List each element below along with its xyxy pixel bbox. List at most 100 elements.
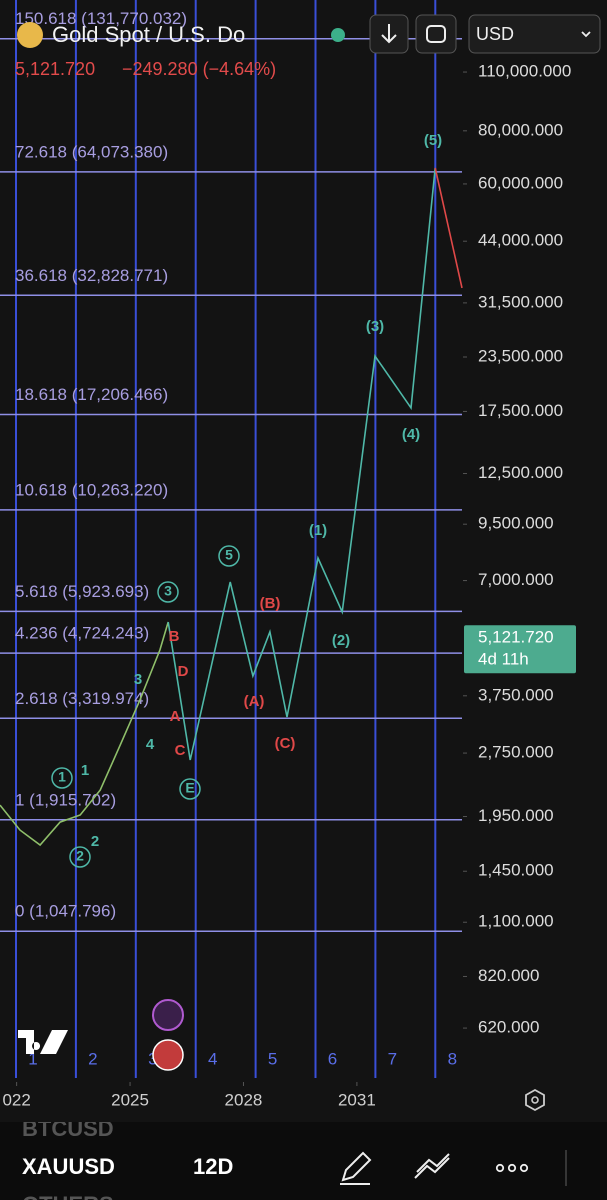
layout-button[interactable] [415, 14, 457, 54]
wave-circle [179, 778, 201, 800]
interval[interactable]: 12D [193, 1154, 233, 1179]
chevron [581, 31, 591, 38]
price-line [434, 167, 463, 289]
more-dot[interactable] [519, 1163, 529, 1173]
more-dot[interactable] [507, 1163, 517, 1173]
cycle-label: 5 [268, 1049, 277, 1068]
y-tick-label: 17,500.000 [478, 401, 563, 420]
cycle-label: 8 [448, 1049, 457, 1068]
cycle-label: 7 [388, 1049, 397, 1068]
tv-logo [18, 1030, 68, 1054]
wave-label: 3 [164, 583, 172, 599]
wave-label: 4 [146, 736, 155, 753]
status-dot [331, 28, 345, 42]
download-icon [381, 24, 397, 44]
wave-label: A [170, 708, 181, 725]
y-tick-label: 7,000.000 [478, 570, 554, 589]
cycle-label: 4 [208, 1049, 217, 1068]
last-price: 5,121.720 [15, 59, 95, 79]
fib-label: 2.618 (3,319.974) [15, 689, 149, 708]
cycle-label: 1 [28, 1049, 37, 1068]
wave-label: 1 [81, 762, 89, 779]
y-tick-label: 12,500.000 [478, 463, 563, 482]
toolbar [0, 1122, 607, 1200]
y-tick-label: 1,450.000 [478, 861, 554, 880]
cycle-label: 6 [328, 1049, 337, 1068]
alert-icon[interactable] [152, 999, 184, 1031]
price-tag [464, 625, 576, 674]
wave-circle [218, 545, 240, 567]
currency-button[interactable] [468, 14, 601, 54]
y-tick-label: 44,000.000 [478, 231, 563, 250]
settings-icon[interactable] [525, 1088, 545, 1112]
plot-area: 150.618 (131,770.032) 72.618 (64,073.380)… [0, 0, 463, 1078]
y-tick-label: 9,500.000 [478, 514, 554, 533]
x-tick-label: 2028 [225, 1090, 263, 1109]
currency: USD [476, 24, 514, 44]
wave-label: (C) [275, 735, 296, 752]
wave-label: 1 [58, 769, 66, 785]
fib-label: 36.618 (32,828.771) [15, 266, 168, 285]
y-tick-label: 80,000.000 [478, 120, 563, 139]
wave-label: 5 [225, 547, 233, 563]
draw-icon[interactable] [340, 1151, 372, 1185]
wave-label: (2) [332, 632, 350, 649]
wave-label: (B) [260, 595, 281, 612]
toolbar-content: BTCUSD XAUUSD OTHERS 12D [22, 1116, 567, 1200]
wave-label: D [178, 663, 189, 680]
x-tick-label: 2025 [111, 1090, 149, 1109]
countdown: 4d 11h [478, 650, 529, 669]
fib-label: 150.618 (131,770.032) [15, 9, 187, 28]
y-tick-label: 1,100.000 [478, 912, 554, 931]
more-dot[interactable] [495, 1163, 505, 1173]
wave-label: E [185, 780, 194, 796]
y-tick-label: 2,750.000 [478, 743, 554, 762]
fib-label: 18.618 (17,206.466) [15, 385, 168, 404]
y-tick-label: 31,500.000 [478, 292, 563, 311]
x-tick-label: 2031 [338, 1090, 376, 1109]
wave-label: (4) [402, 426, 420, 443]
fib-label: 10.618 (10,263.220) [15, 480, 168, 499]
price-change: −249.280 (−4.64%) [122, 59, 276, 79]
symbol-tab[interactable]: OTHERS [22, 1192, 114, 1200]
fib-label: 1 (1,915.702) [15, 790, 116, 809]
flag-icon[interactable] [152, 1039, 184, 1071]
y-tick-label: 1,950.000 [478, 806, 554, 825]
wave-circle [157, 581, 179, 603]
fib-label: 5.618 (5,923.693) [15, 582, 149, 601]
cycle-label: 2 [88, 1049, 97, 1068]
y-tick-label: 620.000 [478, 1018, 539, 1037]
price-line [0, 621, 169, 847]
wave-label: 2 [76, 848, 84, 864]
price-tag-label: 5,121.720 [478, 628, 554, 647]
wave-label: (A) [244, 693, 265, 710]
y-tick-label: 23,500.000 [478, 346, 563, 365]
y-tick-label: 820.000 [478, 966, 539, 985]
fib-label: 4.236 (4,724.243) [15, 624, 149, 643]
symbol-icon [17, 22, 43, 48]
wave-label: (1) [309, 522, 327, 539]
fib-label: 0 (1,047.796) [15, 902, 116, 921]
wave-label: (5) [424, 132, 442, 149]
indicator-icon[interactable] [414, 1153, 450, 1179]
wave-label: (3) [366, 318, 384, 335]
symbol-tab[interactable]: BTCUSD [22, 1116, 114, 1141]
symbol-tab[interactable]: XAUUSD [22, 1154, 115, 1179]
symbol-name[interactable]: Gold Spot / U.S. Do [52, 22, 245, 47]
wave-circle [69, 846, 91, 868]
wave-circle [51, 767, 73, 789]
wave-label: C [175, 742, 186, 759]
wave-label: B [169, 628, 180, 645]
wave-label: 2 [91, 833, 99, 850]
y-tick-label: 110,000.000 [478, 62, 571, 81]
price-line [167, 167, 436, 761]
x-tick-label: 022 [2, 1090, 30, 1109]
y-tick-label: 3,750.000 [478, 685, 554, 704]
fib-label: 72.618 (64,073.380) [15, 142, 168, 161]
settings-dot [531, 1096, 539, 1104]
y-tick-label: 60,000.000 [478, 173, 563, 192]
layout-icon [426, 25, 446, 43]
wave-label: 3 [134, 671, 142, 688]
